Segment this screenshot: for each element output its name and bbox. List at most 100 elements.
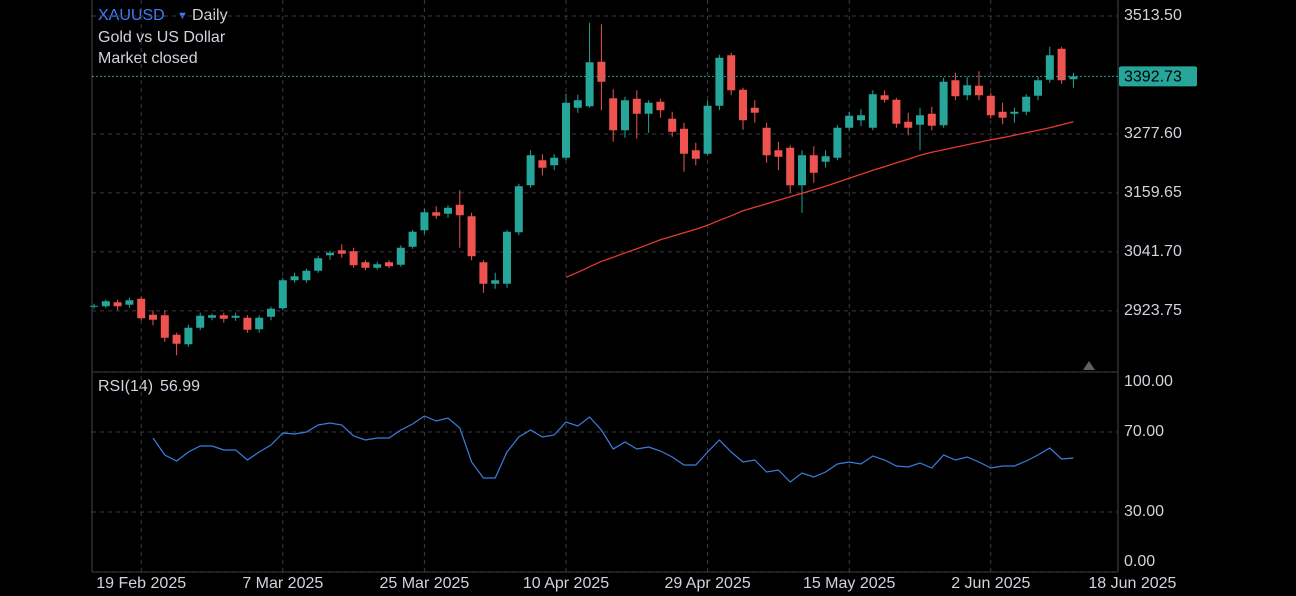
- candle-body: [172, 334, 181, 344]
- rsi-label: RSI(14): [98, 378, 153, 395]
- x-tick-label: 25 Mar 2025: [379, 575, 469, 592]
- candle-body: [290, 276, 299, 281]
- candle-body: [101, 301, 110, 307]
- candle-body: [314, 258, 323, 271]
- candle-body: [208, 315, 216, 318]
- candle-body: [739, 89, 747, 121]
- candle-body: [267, 308, 275, 317]
- candle-body: [479, 262, 488, 284]
- x-tick-label: 18 Jun 2025: [1088, 575, 1176, 592]
- candle-body: [868, 94, 877, 128]
- candle-body: [927, 113, 936, 126]
- last-price-label: 3392.73: [1124, 69, 1182, 86]
- rsi-tick-label: 0.00: [1124, 553, 1155, 570]
- candle-body: [798, 155, 806, 186]
- candle-body: [774, 150, 783, 157]
- candle-body: [621, 100, 629, 131]
- candle-body: [467, 216, 476, 257]
- candle-body: [939, 81, 948, 126]
- candle-body: [1069, 76, 1078, 80]
- candle-body: [149, 314, 157, 320]
- scroll-marker[interactable]: [1083, 361, 1095, 370]
- candle-body: [880, 95, 889, 100]
- candle-body: [326, 252, 334, 256]
- candle-body: [1010, 111, 1019, 114]
- candle-body: [90, 305, 98, 307]
- candle-body: [585, 62, 594, 107]
- market-status: Market closed: [98, 50, 198, 67]
- candle-body: [137, 298, 146, 319]
- candle-body: [444, 207, 452, 214]
- x-tick-label: 15 May 2025: [803, 575, 896, 592]
- candle-body: [573, 100, 582, 108]
- candle-body: [963, 85, 972, 96]
- candle-body: [975, 85, 983, 96]
- symbol[interactable]: XAUUSD: [98, 7, 165, 24]
- candle-body: [396, 247, 405, 265]
- y-tick-label: 3159.65: [1124, 184, 1182, 201]
- rsi-tick-label: 70.00: [1124, 423, 1164, 440]
- y-tick-label: 3277.60: [1124, 125, 1182, 142]
- candle-body: [538, 160, 547, 168]
- candle-body: [1022, 96, 1031, 112]
- candle-body: [562, 102, 570, 158]
- candle-body: [219, 315, 228, 319]
- candle-body: [432, 212, 441, 216]
- candle-body: [951, 80, 960, 97]
- candle-body: [550, 157, 559, 166]
- candle-body: [833, 127, 842, 158]
- candle-body: [385, 262, 393, 267]
- x-tick-label: 2 Jun 2025: [951, 575, 1030, 592]
- candle-body: [916, 115, 924, 125]
- x-tick-label: 29 Apr 2025: [664, 575, 750, 592]
- candle-body: [455, 204, 464, 216]
- candle-body: [609, 98, 618, 131]
- candle-body: [715, 57, 724, 106]
- candle-body: [727, 55, 736, 91]
- candle-body: [160, 315, 169, 338]
- candle-body: [786, 147, 795, 186]
- y-tick-label: 3041.70: [1124, 243, 1182, 260]
- candle-body: [302, 270, 311, 281]
- candle-body: [349, 251, 358, 266]
- candle-body: [632, 98, 641, 114]
- candle-body: [125, 300, 134, 305]
- rsi-value: 56.99: [160, 378, 200, 395]
- candle-body: [514, 186, 523, 233]
- candle-body: [845, 115, 854, 128]
- candle-body: [1045, 55, 1054, 80]
- candle-body: [680, 128, 688, 154]
- candle-body: [857, 115, 865, 121]
- last-price-badge: [1119, 66, 1197, 87]
- candle-body: [809, 155, 818, 173]
- candle-body: [750, 107, 759, 113]
- candle-body: [231, 315, 240, 318]
- candle-body: [373, 264, 382, 268]
- x-tick-label: 19 Feb 2025: [96, 575, 186, 592]
- rsi-tick-label: 30.00: [1124, 503, 1164, 520]
- moving-average-line: [565, 121, 1074, 278]
- x-tick-label: 10 Apr 2025: [523, 575, 609, 592]
- candle-body: [361, 262, 370, 268]
- y-tick-label: 2923.75: [1124, 302, 1182, 319]
- candle-body: [278, 280, 287, 309]
- candle-body: [526, 155, 535, 186]
- candle-body: [892, 99, 901, 124]
- candle-body: [644, 102, 653, 114]
- interval[interactable]: Daily: [192, 7, 228, 24]
- y-tick-label: 3513.50: [1124, 7, 1182, 24]
- candle-body: [998, 111, 1007, 118]
- candle-body: [491, 280, 500, 284]
- candle-body: [503, 231, 511, 284]
- candle-body: [184, 327, 193, 345]
- candle-body: [597, 61, 606, 82]
- candle-body: [1034, 80, 1042, 96]
- candle-body: [1057, 48, 1066, 81]
- candle-body: [113, 302, 122, 307]
- candle-body: [762, 127, 771, 156]
- candle-body: [703, 105, 712, 154]
- candle-body: [821, 156, 830, 162]
